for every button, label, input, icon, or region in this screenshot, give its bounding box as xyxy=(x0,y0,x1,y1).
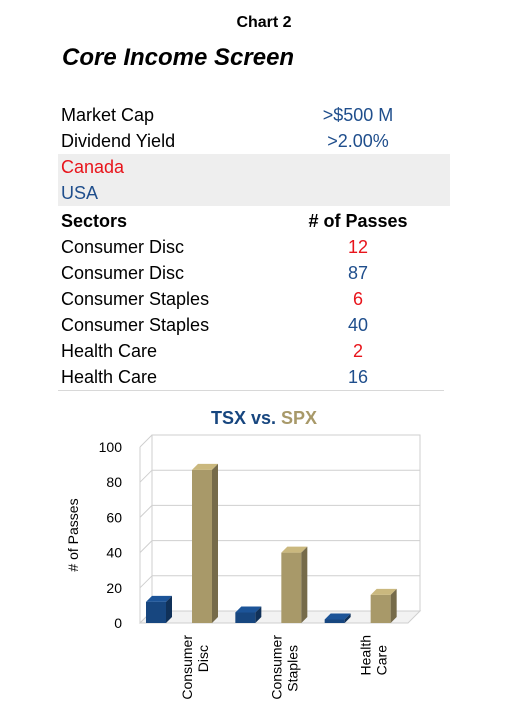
bar-spx-2 xyxy=(370,594,391,623)
criteria-row-dividend-yield: Dividend Yield >2.00% xyxy=(58,128,450,154)
bar-top-tsx-0 xyxy=(146,595,172,602)
gridline-diagonal xyxy=(139,505,153,518)
page-title: Core Income Screen xyxy=(62,44,295,71)
bar-side-tsx-2 xyxy=(344,613,351,623)
gridline-diagonal xyxy=(139,434,153,448)
chart-number-label: Chart 2 xyxy=(236,14,292,31)
sector-name: Consumer Disc xyxy=(61,237,185,257)
table-row: Health Care 16 xyxy=(58,364,450,390)
passes-count: 12 xyxy=(347,237,369,257)
market-row-usa: USA xyxy=(58,180,450,206)
y-tick-label: 20 xyxy=(106,580,122,596)
table-row: Health Care 2 xyxy=(58,338,450,364)
table-row: Consumer Disc 87 xyxy=(58,260,450,286)
y-tick-label: 100 xyxy=(99,439,123,455)
passes-count: 87 xyxy=(347,263,369,283)
x-tick-label: ConsumerStaples xyxy=(268,635,300,700)
sector-name: Health Care xyxy=(61,367,158,387)
bar-side-tsx-1 xyxy=(255,606,262,623)
y-tick-label: 40 xyxy=(106,545,122,561)
x-tick-label: ConsumerDisc xyxy=(179,635,211,700)
chart-title-vs: vs. xyxy=(246,408,281,428)
chart-title-tsx: TSX xyxy=(211,408,246,428)
bar-top-spx-0 xyxy=(192,463,218,470)
bar-side-spx-2 xyxy=(390,588,397,623)
criteria-label: Market Cap xyxy=(61,105,155,125)
bar-chart-container: TSX vs. SPX 0 20 40 60 80 100 # of Passes Consum… xyxy=(0,392,528,717)
table-header: Sectors # of Passes xyxy=(58,208,450,234)
market-row-canada: Canada xyxy=(58,154,450,180)
criteria-label: Dividend Yield xyxy=(61,131,176,151)
criteria-row-market-cap: Market Cap >$500 M xyxy=(58,102,450,128)
table-divider xyxy=(58,390,444,391)
bar-spx-0 xyxy=(192,469,212,623)
column-header-sectors: Sectors xyxy=(61,211,128,231)
market-label: Canada xyxy=(61,157,125,177)
y-tick-label: 60 xyxy=(106,509,122,525)
gridline-diagonal xyxy=(139,575,153,589)
criteria-value: >2.00% xyxy=(327,131,389,151)
y-tick-label: 0 xyxy=(114,615,122,631)
criteria-value: >$500 M xyxy=(322,105,394,125)
passes-count: 2 xyxy=(352,341,363,361)
passes-count: 6 xyxy=(352,289,363,309)
chart-title: TSX vs. SPX xyxy=(211,408,317,428)
column-header-passes: # of Passes xyxy=(308,211,408,231)
y-axis-label: # of Passes xyxy=(65,498,81,571)
bar-side-spx-0 xyxy=(212,463,218,623)
gridline-diagonal xyxy=(139,540,153,553)
bar-top-spx-2 xyxy=(370,588,397,595)
bar-tsx-2 xyxy=(324,619,345,623)
sector-name: Consumer Staples xyxy=(61,315,210,335)
gridline-diagonal xyxy=(139,469,153,483)
bar-side-tsx-0 xyxy=(166,595,172,623)
bar-top-spx-1 xyxy=(281,546,308,553)
y-tick-label: 80 xyxy=(106,474,122,490)
bar-top-tsx-1 xyxy=(235,606,262,613)
bar-top-tsx-2 xyxy=(324,613,351,620)
bar-side-spx-1 xyxy=(301,546,308,623)
table-row: Consumer Staples 6 xyxy=(58,286,450,312)
bar-tsx-0 xyxy=(146,601,166,623)
passes-count: 16 xyxy=(347,367,369,387)
bar-chart: TSX vs. SPX 0 20 40 60 80 100 # of Passes Consum… xyxy=(65,408,422,700)
sector-name: Consumer Disc xyxy=(61,263,185,283)
bar-spx-1 xyxy=(281,552,302,623)
chart-title-spx: SPX xyxy=(281,408,317,428)
bar-tsx-1 xyxy=(235,612,256,623)
table-row: Consumer Disc 12 xyxy=(58,234,450,260)
sector-name: Consumer Staples xyxy=(61,289,210,309)
market-label: USA xyxy=(61,183,99,203)
sector-name: Health Care xyxy=(61,341,158,361)
table-row: Consumer Staples 40 xyxy=(58,312,450,338)
x-tick-label: HealthCare xyxy=(358,635,390,675)
passes-count: 40 xyxy=(347,315,369,335)
